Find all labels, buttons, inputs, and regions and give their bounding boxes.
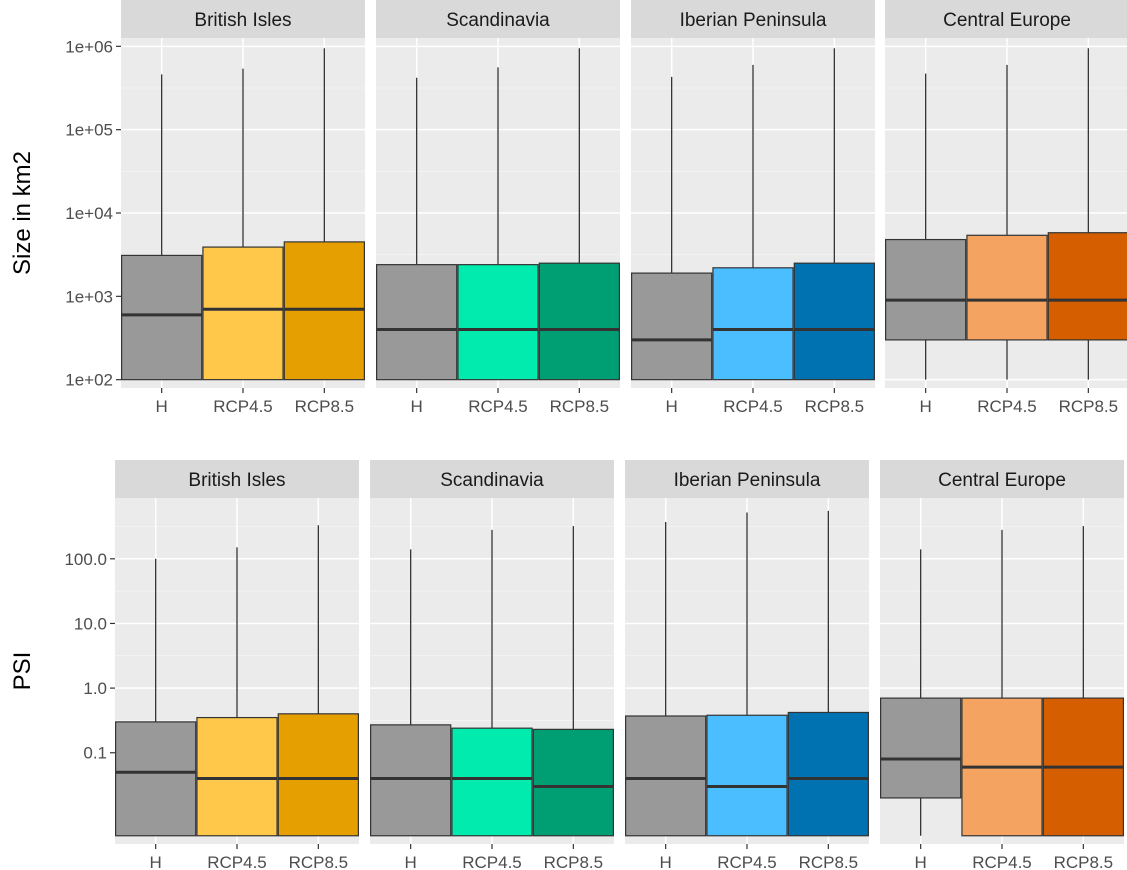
- x-tick-label: RCP8.5: [1054, 853, 1114, 870]
- facet-strip-label: Central Europe: [938, 470, 1066, 491]
- x-tick-label: RCP4.5: [972, 853, 1032, 870]
- x-tick-label: RCP8.5: [544, 853, 604, 870]
- x-tick-label: RCP8.5: [295, 397, 355, 416]
- panel-iberian-peninsula: Iberian Peninsula H RCP4.5 RCP8.5: [631, 0, 875, 416]
- panel-iberian-peninsula: Iberian Peninsula H RCP4.5 RCP8.5: [625, 460, 869, 870]
- facet-strip: [370, 460, 614, 498]
- facet-strip-label: British Isles: [194, 10, 291, 31]
- facet-strip: [631, 0, 875, 38]
- y-tick-label: 1e+06: [65, 37, 113, 56]
- x-tick-label: RCP4.5: [723, 397, 783, 416]
- box-rcp4.5: [457, 264, 539, 381]
- box-h: [121, 254, 203, 381]
- x-tick-label: H: [915, 853, 927, 870]
- facet-strip: [625, 460, 869, 498]
- x-tick-label: RCP4.5: [468, 397, 528, 416]
- facet-strip: [376, 0, 620, 38]
- y-tick-label: 100.0: [64, 550, 107, 569]
- box-rcp8.5: [538, 262, 620, 381]
- facet-strip-label: British Isles: [188, 470, 285, 491]
- box-h: [880, 697, 962, 799]
- y-axis-label: PSI: [9, 652, 36, 691]
- box-h: [625, 715, 707, 837]
- box-rcp8.5: [277, 713, 359, 837]
- y-tick-label: 1.0: [83, 679, 107, 698]
- box-rcp4.5: [451, 727, 533, 837]
- chart-row-1: Size in km2 1e+02 1e+03 1e+04 1e+05 1e+06 Brit…: [9, 0, 1127, 416]
- box-rcp8.5: [787, 711, 869, 837]
- x-tick-label: RCP4.5: [977, 397, 1037, 416]
- x-tick-label: H: [666, 397, 678, 416]
- box-h: [370, 724, 452, 837]
- y-tick-label: 1e+03: [65, 287, 113, 306]
- x-tick-label: H: [920, 397, 932, 416]
- x-tick-label: RCP8.5: [1059, 397, 1119, 416]
- facet-strip: [121, 0, 365, 38]
- panel-british-isles: British Isles H RCP4.5 RCP8.5: [121, 0, 365, 416]
- chart-row-2: PSI 0.1 1.0 10.0 100.0 British Isles H RCP4.5 RC…: [9, 460, 1124, 870]
- x-tick-label: H: [156, 397, 168, 416]
- x-tick-label: H: [150, 853, 162, 870]
- facet-strip-label: Iberian Peninsula: [680, 10, 827, 31]
- box-h: [631, 272, 713, 381]
- box-rcp4.5: [706, 714, 788, 837]
- y-axis-label: Size in km2: [9, 151, 36, 275]
- panel-central-europe: Central Europe H RCP4.5 RCP8.5: [885, 0, 1127, 416]
- y-tick-label: 1e+05: [65, 121, 113, 140]
- x-tick-label: RCP4.5: [717, 853, 777, 870]
- box-rcp8.5: [532, 728, 614, 837]
- box-rcp4.5: [712, 267, 794, 381]
- panel-scandinavia: Scandinavia H RCP4.5 RCP8.5: [376, 0, 620, 416]
- panel-scandinavia: Scandinavia H RCP4.5 RCP8.5: [370, 460, 614, 870]
- facet-strip: [115, 460, 359, 498]
- box-rcp4.5: [202, 246, 284, 381]
- x-tick-label: H: [411, 397, 423, 416]
- facet-strip: [885, 0, 1127, 38]
- facet-strip-label: Scandinavia: [440, 470, 544, 491]
- y-tick-label: 0.1: [83, 744, 107, 763]
- box-rcp4.5: [966, 234, 1048, 341]
- x-tick-label: RCP8.5: [805, 397, 865, 416]
- x-tick-label: RCP8.5: [289, 853, 349, 870]
- x-tick-label: RCP8.5: [550, 397, 610, 416]
- facet-strip: [880, 460, 1124, 498]
- y-tick-label: 1e+02: [65, 371, 113, 390]
- box-h: [115, 721, 197, 837]
- facet-strip-label: Central Europe: [943, 10, 1071, 31]
- box-rcp8.5: [793, 262, 875, 381]
- facet-strip-label: Scandinavia: [446, 10, 550, 31]
- y-tick-label: 1e+04: [65, 204, 113, 223]
- facet-strip-label: Iberian Peninsula: [674, 470, 821, 491]
- box-rcp8.5: [283, 241, 365, 381]
- box-rcp8.5: [1047, 232, 1127, 341]
- box-rcp4.5: [196, 716, 278, 837]
- x-tick-label: H: [660, 853, 672, 870]
- y-tick-label: 10.0: [74, 614, 107, 633]
- x-tick-label: RCP4.5: [462, 853, 522, 870]
- x-tick-label: H: [405, 853, 417, 870]
- box-h: [376, 264, 458, 381]
- box-h: [885, 238, 967, 341]
- x-tick-label: RCP4.5: [213, 397, 273, 416]
- panel-british-isles: British Isles H RCP4.5 RCP8.5: [115, 460, 359, 870]
- panel-central-europe: Central Europe H RCP4.5 RCP8.5: [880, 460, 1124, 870]
- x-tick-label: RCP8.5: [799, 853, 859, 870]
- x-tick-label: RCP4.5: [207, 853, 267, 870]
